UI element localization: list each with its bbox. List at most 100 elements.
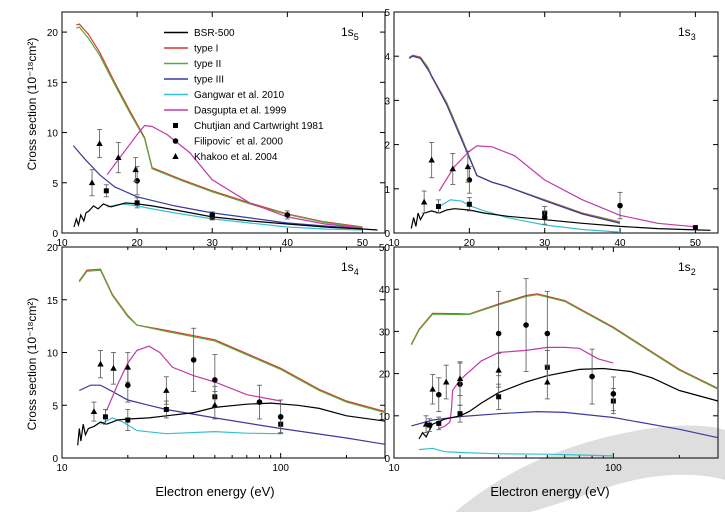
- series-line: [78, 268, 386, 413]
- y-tick-label: 0: [52, 229, 58, 240]
- data-point-triangle: [449, 165, 456, 172]
- series-line: [410, 293, 719, 389]
- chart-panel-1s4: 0 5 10 15 20 10 100 1s4: [47, 243, 386, 474]
- legend-item: Filipovic´ et al. 2000: [172, 136, 283, 148]
- data-point-circle: [256, 399, 263, 405]
- y-tick-label: 20: [379, 370, 391, 381]
- legend-swatch: [172, 153, 179, 159]
- data-point-circle: [617, 202, 623, 209]
- x-tick-label: 10: [388, 463, 400, 474]
- watermark-arc: [455, 425, 725, 512]
- chart-panel-1s3: 0 1 2 3 4 5 10 20 30 40 50 1s3: [384, 8, 719, 249]
- data-point-circle: [284, 212, 291, 218]
- data-point-triangle: [132, 166, 139, 173]
- series-line: [408, 55, 621, 224]
- x-tick-label: 30: [207, 238, 219, 249]
- y-tick-label: 5: [52, 179, 58, 190]
- y-axis-label: Cross section (10⁻¹⁸cm²): [25, 38, 39, 171]
- series-line: [410, 294, 719, 390]
- x-tick-label: 50: [690, 238, 702, 249]
- data-point-triangle: [96, 140, 103, 146]
- data-point-triangle: [429, 385, 436, 392]
- legend-swatch: [172, 138, 179, 144]
- data-point-triangle: [544, 378, 551, 385]
- panel-label: 1s2: [678, 260, 696, 277]
- data-point-triangle: [495, 366, 502, 373]
- y-tick-label: 40: [379, 285, 391, 296]
- series-line: [418, 447, 614, 457]
- y-tick-label: 20: [47, 243, 59, 254]
- y-tick-label: 1: [384, 185, 390, 196]
- legend-item: Khakoo et al. 2004: [172, 152, 278, 163]
- y-tick-label: 20: [47, 28, 59, 39]
- x-tick-label: 10: [56, 238, 68, 249]
- y-axis-label: Cross section (10⁻¹⁸cm²): [25, 298, 39, 431]
- legend-label: Dasgupta et al. 1999: [194, 106, 287, 117]
- y-tick-label: 5: [384, 8, 390, 19]
- x-tick-label: 10: [56, 463, 68, 474]
- legend-label: Filipovic´ et al. 2000: [194, 136, 283, 148]
- data-point-square: [163, 406, 169, 412]
- legend-item: type II: [164, 59, 221, 70]
- data-point-circle: [523, 322, 529, 328]
- data-point-circle: [134, 177, 140, 184]
- data-point-triangle: [115, 154, 122, 161]
- data-point-triangle: [110, 364, 117, 371]
- legend-label: Chutjian and Cartwright 1981: [194, 121, 324, 132]
- y-tick-label: 5: [52, 401, 58, 412]
- x-tick-label: 100: [272, 463, 289, 474]
- y-tick-label: 3: [384, 96, 390, 107]
- data-point-circle: [435, 391, 442, 398]
- data-point-circle: [589, 373, 595, 380]
- series-line: [438, 145, 696, 228]
- legend: BSR-500 type I type II type III Gangwar et a…: [164, 28, 324, 163]
- data-point-triangle: [422, 420, 430, 427]
- series-line: [438, 346, 614, 430]
- data-point-square: [435, 203, 441, 209]
- legend-label: type I: [194, 44, 218, 55]
- panel-label: 1s3: [678, 25, 696, 42]
- plot-frame: [61, 11, 386, 234]
- data-point-square: [466, 201, 472, 207]
- x-tick-label: 20: [464, 238, 476, 249]
- data-point-square: [457, 411, 463, 417]
- y-tick-label: 30: [379, 327, 391, 338]
- data-point-triangle: [163, 387, 170, 393]
- legend-label: type III: [194, 75, 224, 86]
- series-line: [78, 269, 386, 414]
- series-line: [79, 384, 386, 445]
- legend-item: type III: [164, 75, 224, 86]
- legend-label: Gangwar et al. 2010: [194, 90, 284, 101]
- x-axis-label: Electron energy (eV): [155, 484, 274, 499]
- x-tick-label: 40: [282, 238, 294, 249]
- data-point-circle: [190, 357, 197, 363]
- legend-item: Dasgupta et al. 1999: [164, 106, 287, 117]
- y-tick-label: 0: [384, 229, 390, 240]
- data-point-triangle: [211, 401, 219, 408]
- y-tick-label: 2: [384, 141, 390, 152]
- data-point-triangle: [428, 156, 435, 163]
- x-axis-label: Electron energy (eV): [490, 484, 609, 499]
- data-point-circle: [212, 377, 218, 383]
- legend-item: Chutjian and Cartwright 1981: [173, 121, 324, 132]
- data-point-square: [692, 225, 698, 231]
- series-line: [411, 410, 719, 439]
- y-tick-label: 50: [379, 243, 391, 254]
- y-tick-label: 4: [384, 52, 390, 63]
- x-tick-label: 50: [357, 238, 369, 249]
- legend-label: BSR-500: [194, 28, 235, 39]
- series-line: [77, 402, 386, 446]
- x-tick-label: 10: [388, 238, 400, 249]
- series-line: [438, 199, 621, 233]
- panel-label: 1s4: [341, 260, 359, 277]
- data-point-circle: [541, 214, 548, 221]
- y-tick-label: 15: [47, 296, 59, 307]
- legend-item: type I: [164, 44, 218, 55]
- legend-item: BSR-500: [164, 28, 235, 39]
- data-point-triangle: [420, 198, 428, 205]
- data-point-circle: [544, 330, 551, 337]
- data-point-square: [134, 200, 140, 206]
- data-point-circle: [125, 382, 131, 389]
